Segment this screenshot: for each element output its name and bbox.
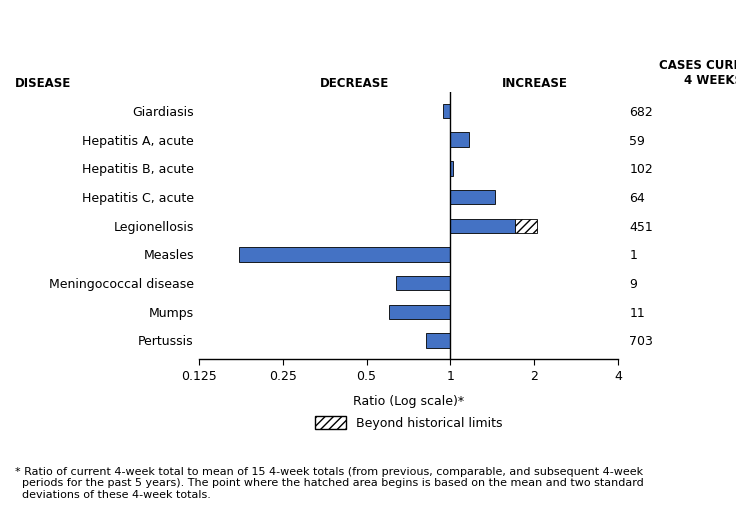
Text: DECREASE: DECREASE	[320, 77, 389, 90]
Bar	[443, 104, 450, 118]
Text: INCREASE: INCREASE	[501, 77, 567, 90]
Bar	[389, 305, 450, 319]
Text: Ratio (Log scale)*: Ratio (Log scale)*	[353, 395, 464, 408]
Bar	[426, 333, 450, 348]
Bar	[397, 276, 450, 290]
Text: CASES CURRENT
4 WEEKS: CASES CURRENT 4 WEEKS	[659, 59, 736, 87]
Legend: Beyond historical limits: Beyond historical limits	[310, 411, 507, 435]
Bar	[514, 219, 537, 233]
Bar	[450, 161, 453, 175]
Text: DISEASE: DISEASE	[15, 77, 71, 90]
Text: * Ratio of current 4-week total to mean of 15 4-week totals (from previous, comp: * Ratio of current 4-week total to mean …	[15, 467, 643, 500]
Bar	[239, 247, 450, 262]
Bar	[450, 219, 514, 233]
Bar	[450, 132, 470, 147]
Bar	[450, 190, 495, 204]
